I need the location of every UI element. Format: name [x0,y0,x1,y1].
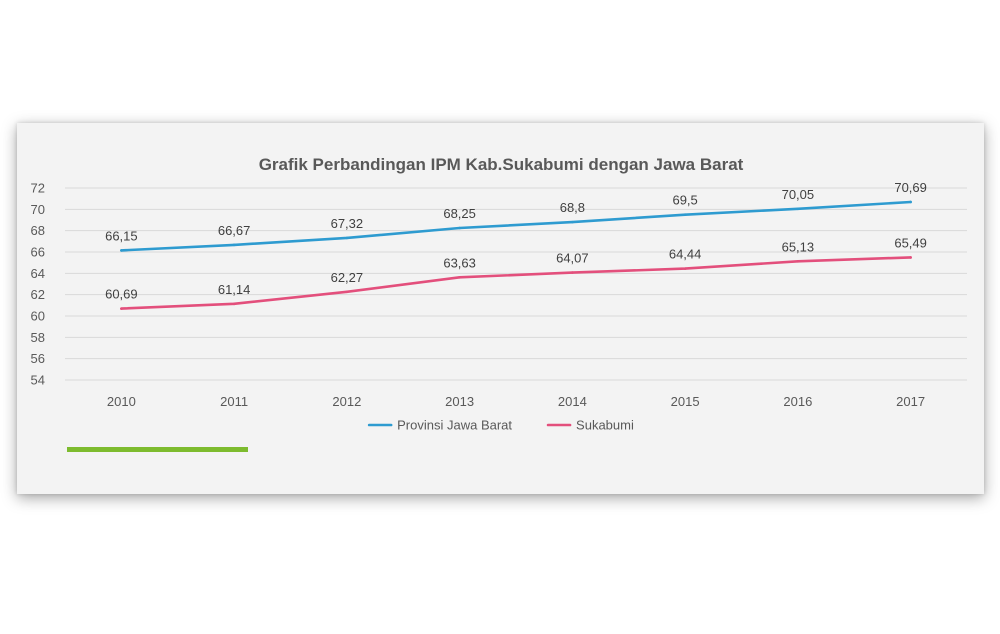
accent-underline [67,447,248,452]
y-tick-label: 62 [31,287,45,302]
y-tick-label: 66 [31,245,45,260]
chart-title: Grafik Perbandingan IPM Kab.Sukabumi den… [259,155,744,174]
data-label: 63,63 [443,255,476,270]
x-axis-ticks: 2010 2011 2012 2013 2014 2015 2016 2017 [107,394,925,409]
data-point [345,236,349,240]
y-tick-label: 70 [31,202,45,217]
x-tick-label: 2013 [445,394,474,409]
data-label: 60,69 [105,287,138,302]
series-lines [120,200,912,310]
data-point [909,256,912,259]
data-label: 70,05 [782,187,815,202]
data-label: 67,32 [331,216,364,231]
data-label: 66,67 [218,223,251,238]
legend-label: Provinsi Jawa Barat [397,418,512,433]
data-label: 66,15 [105,228,138,243]
x-tick-label: 2012 [332,394,361,409]
y-axis-ticks: 54 56 58 60 62 64 66 68 70 72 [31,181,45,388]
chart-card: Grafik Perbandingan IPM Kab.Sukabumi den… [17,123,984,494]
data-point [796,259,800,263]
y-tick-label: 56 [31,351,45,366]
data-label: 70,69 [894,180,927,195]
data-point [120,249,123,252]
y-tick-label: 58 [31,330,45,345]
data-label: 69,5 [672,193,697,208]
series-line-jawa-barat [120,200,912,252]
data-point [120,307,123,310]
data-point [683,267,687,270]
y-tick-label: 72 [31,181,45,196]
x-tick-label: 2016 [783,394,812,409]
data-point [683,213,687,216]
data-label: 61,14 [218,282,251,297]
x-tick-label: 2010 [107,394,136,409]
data-point [796,207,800,211]
y-tick-label: 68 [31,223,45,238]
data-point [571,220,574,224]
data-labels: 66,15 66,67 67,32 68,25 68,8 69,5 70,05 70,69 60… [105,180,927,302]
y-tick-label: 64 [31,266,45,281]
line-chart: Grafik Perbandingan IPM Kab.Sukabumi den… [31,155,967,433]
data-label: 68,8 [560,200,585,215]
data-point [458,226,461,230]
x-tick-label: 2015 [671,394,700,409]
legend: Provinsi Jawa Barat Sukabumi [367,418,634,433]
data-label: 68,25 [443,206,476,221]
data-point [909,200,912,204]
data-label: 65,49 [894,235,927,250]
data-label: 65,13 [782,239,815,254]
x-tick-label: 2014 [558,394,587,409]
data-point [458,275,461,279]
data-label: 62,27 [331,270,364,285]
series-line-sukabumi [120,256,912,310]
data-point [232,243,236,247]
legend-label: Sukabumi [576,418,634,433]
y-tick-label: 60 [31,309,45,324]
data-label: 64,44 [669,247,702,262]
x-tick-label: 2017 [896,394,925,409]
y-tick-label: 54 [31,373,45,388]
x-tick-label: 2011 [220,394,248,409]
data-point [571,271,574,274]
data-point [345,290,349,294]
gridlines [65,187,967,381]
data-point [232,302,236,306]
data-label: 64,07 [556,251,589,266]
